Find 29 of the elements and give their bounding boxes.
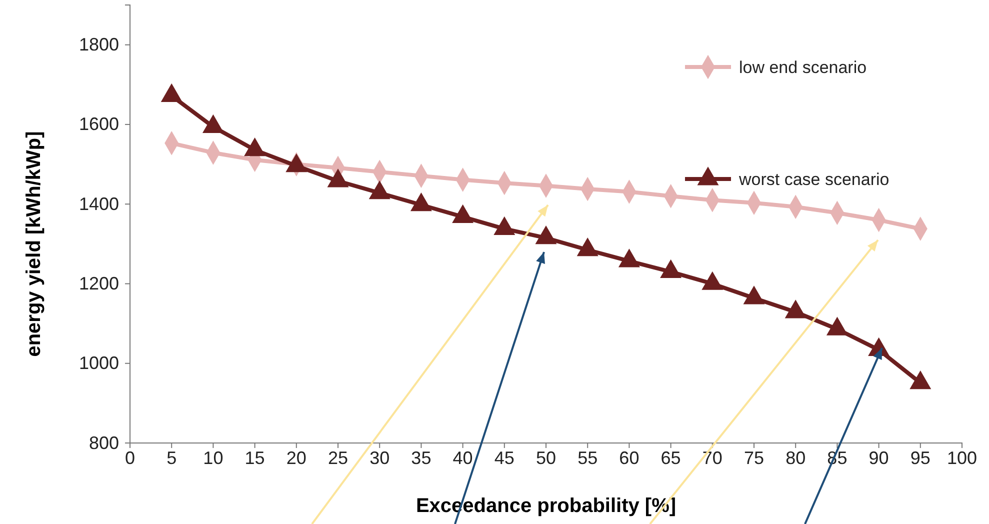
x-tick-label: 30 — [370, 448, 390, 468]
x-tick-label: 15 — [244, 448, 265, 468]
legend-label: worst case scenario — [738, 170, 890, 189]
x-tick-label: 25 — [328, 448, 348, 468]
y-tick-label: 1600 — [78, 114, 119, 134]
y-tick-label: 800 — [88, 432, 119, 453]
x-tick-label: 75 — [744, 448, 764, 468]
y-tick-label: 1200 — [78, 273, 119, 294]
x-tick-label: 20 — [286, 448, 306, 468]
x-tick-label: 60 — [619, 448, 640, 468]
x-tick-label: 45 — [494, 448, 514, 468]
y-tick-label: 1800 — [78, 34, 119, 55]
x-tick-label: 70 — [702, 448, 722, 468]
x-tick-label: 95 — [910, 448, 930, 468]
y-tick-label: 1400 — [78, 194, 119, 214]
y-tick-label: 1000 — [78, 353, 119, 374]
legend-label: low end scenario — [739, 58, 867, 77]
y-axis-title: energy yield [kWh/kWp] — [23, 131, 45, 357]
x-tick-label: 35 — [411, 448, 432, 468]
x-tick-label: 5 — [166, 448, 177, 468]
x-tick-label: 90 — [868, 448, 889, 468]
x-tick-label: 100 — [946, 448, 978, 468]
x-tick-label: 65 — [660, 448, 681, 468]
x-tick-label: 55 — [578, 448, 598, 468]
x-tick-label: 40 — [452, 448, 473, 468]
x-tick-label: 10 — [203, 448, 224, 468]
x-tick-label: 0 — [124, 448, 136, 468]
x-tick-label: 50 — [536, 448, 556, 468]
x-tick-label: 80 — [786, 448, 806, 468]
